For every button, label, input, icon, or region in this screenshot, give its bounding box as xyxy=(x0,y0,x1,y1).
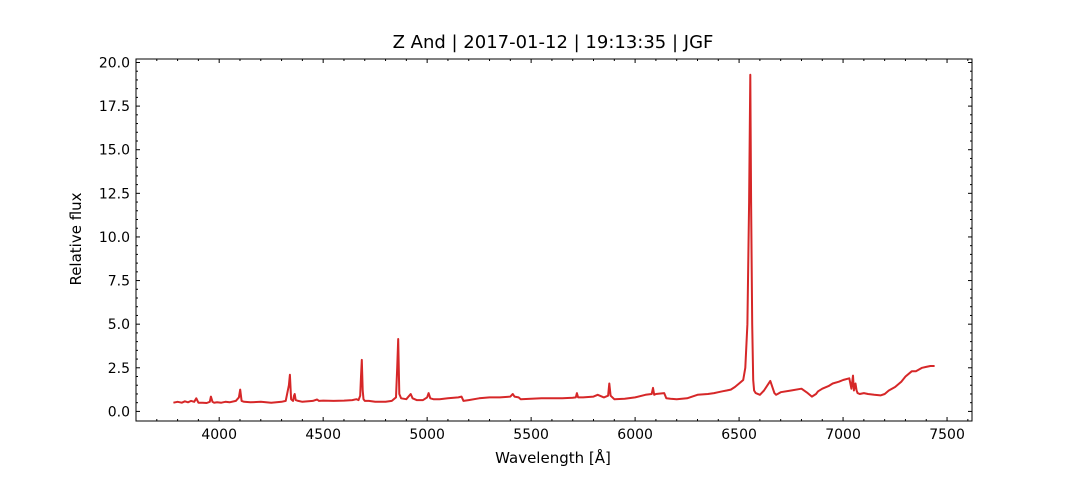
y-axis-label: Relative flux xyxy=(67,192,85,285)
y-tick-label: 5.0 xyxy=(108,317,130,333)
y-tick-label: 10.0 xyxy=(99,230,130,246)
x-tick-label: 5500 xyxy=(513,427,549,443)
x-tick-label: 7500 xyxy=(929,427,965,443)
chart-title: Z And | 2017-01-12 | 19:13:35 | JGF xyxy=(393,32,714,53)
y-tick-label: 12.5 xyxy=(99,186,130,202)
y-axis: 0.0 2.5 5.0 7.5 10.0 12.5 15.0 17.5 20.0 xyxy=(99,55,972,420)
x-tick-label: 5000 xyxy=(409,427,445,443)
y-tick-label: 2.5 xyxy=(108,361,130,377)
plot-frame xyxy=(135,58,973,422)
y-tick-label: 17.5 xyxy=(99,99,130,115)
x-tick-label: 6000 xyxy=(617,427,653,443)
x-axis: 4000 4500 5000 5500 6000 6500 7000 7500 xyxy=(156,59,969,443)
plot-area xyxy=(173,73,935,404)
x-axis-label: Wavelength [Å] xyxy=(495,448,611,467)
y-tick-label: 0.0 xyxy=(108,404,130,420)
y-tick-label: 15.0 xyxy=(99,143,130,159)
y-tick-label: 20.0 xyxy=(99,55,130,71)
x-tick-label: 4500 xyxy=(305,427,341,443)
spectrum-line-0 xyxy=(173,73,935,404)
y-tick-label: 7.5 xyxy=(108,274,130,290)
x-tick-label: 7000 xyxy=(825,427,861,443)
x-tick-label: 4000 xyxy=(201,427,237,443)
x-tick-label: 6500 xyxy=(721,427,757,443)
